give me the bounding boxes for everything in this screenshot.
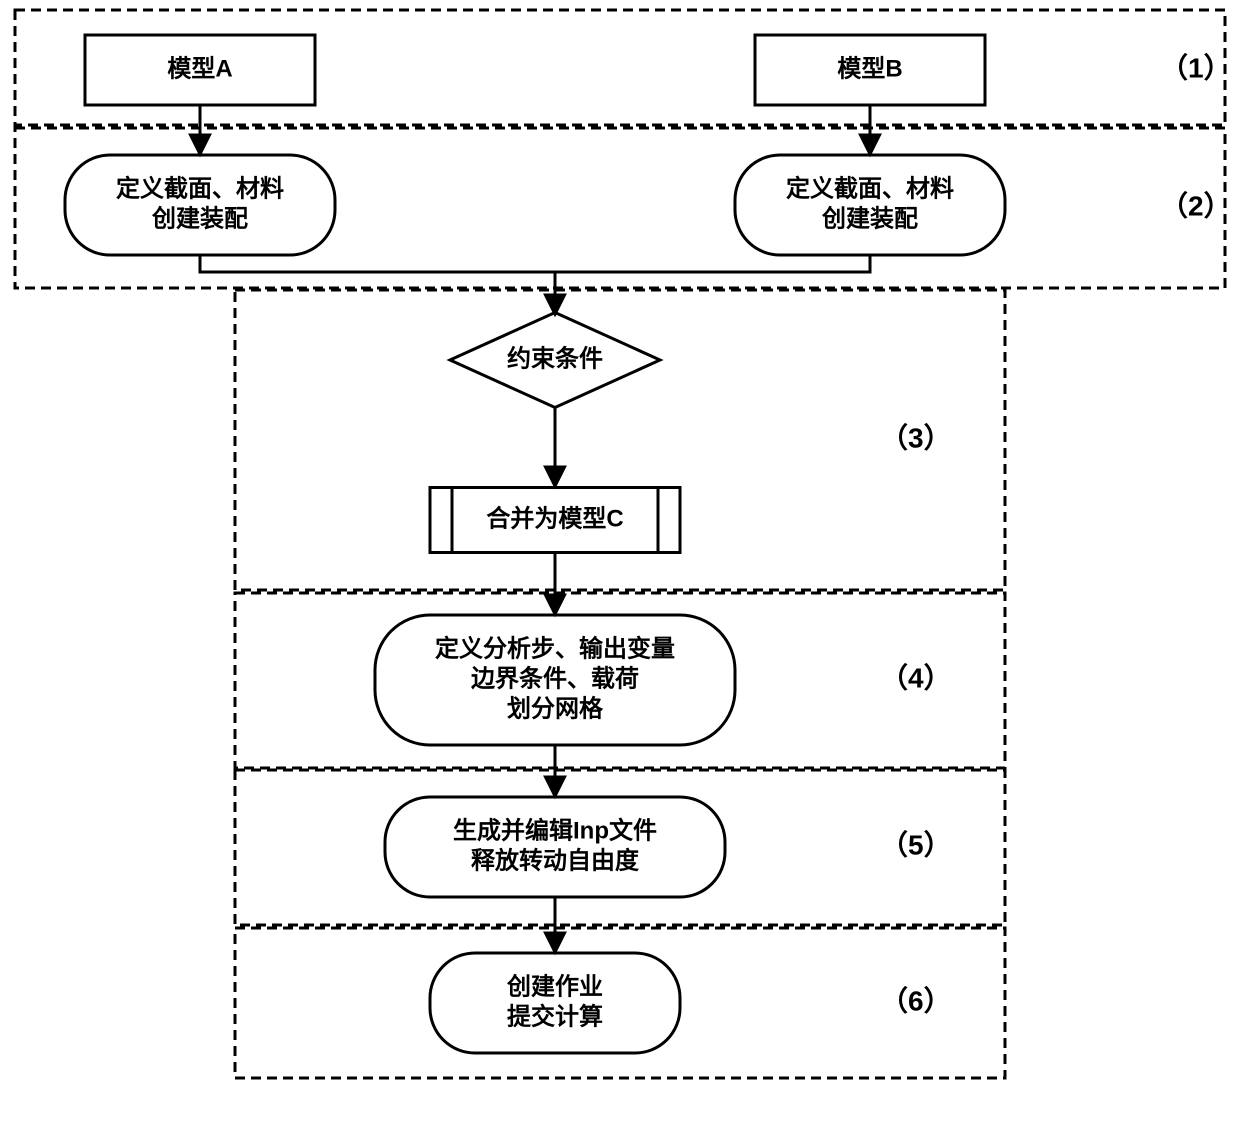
section-label-s2: （2） <box>1160 189 1232 221</box>
section-label-s3: （3） <box>880 421 952 453</box>
section-label-s6: （6） <box>880 984 952 1016</box>
node-label-step5-1: 释放转动自由度 <box>471 846 640 874</box>
node-step5: 生成并编辑Inp文件释放转动自由度 <box>385 797 725 897</box>
node-modelA: 模型A <box>85 35 315 105</box>
node-label-defB-1: 创建装配 <box>821 205 918 232</box>
node-label-diamond: 约束条件 <box>507 344 603 372</box>
node-label-step6-1: 提交计算 <box>507 1002 603 1030</box>
node-diamond: 约束条件 <box>450 313 660 408</box>
node-step4: 定义分析步、输出变量边界条件、载荷划分网格 <box>375 615 735 745</box>
node-label-modelA: 模型A <box>167 55 232 82</box>
node-label-defA-1: 创建装配 <box>151 205 248 232</box>
node-defB: 定义截面、材料创建装配 <box>735 155 1005 255</box>
section-label-s5: （5） <box>880 828 952 860</box>
section-label-s4: （4） <box>880 661 952 693</box>
node-label-step4-0: 定义分析步、输出变量 <box>435 634 675 662</box>
node-mergeC: 合并为模型C <box>430 488 680 553</box>
node-label-defA-0: 定义截面、材料 <box>116 174 284 202</box>
node-modelB: 模型B <box>755 35 985 105</box>
node-label-mergeC: 合并为模型C <box>486 504 623 532</box>
node-defA: 定义截面、材料创建装配 <box>65 155 335 255</box>
node-label-defB-0: 定义截面、材料 <box>786 174 954 202</box>
node-label-step4-1: 边界条件、载荷 <box>471 665 639 692</box>
node-step6: 创建作业提交计算 <box>430 953 680 1053</box>
node-label-step4-2: 划分网格 <box>507 695 604 722</box>
node-label-step6-0: 创建作业 <box>506 973 603 1000</box>
node-label-modelB: 模型B <box>837 55 902 82</box>
section-label-s1: （1） <box>1160 51 1232 83</box>
edge-2 <box>200 255 870 272</box>
node-label-step5-0: 生成并编辑Inp文件 <box>453 816 657 844</box>
